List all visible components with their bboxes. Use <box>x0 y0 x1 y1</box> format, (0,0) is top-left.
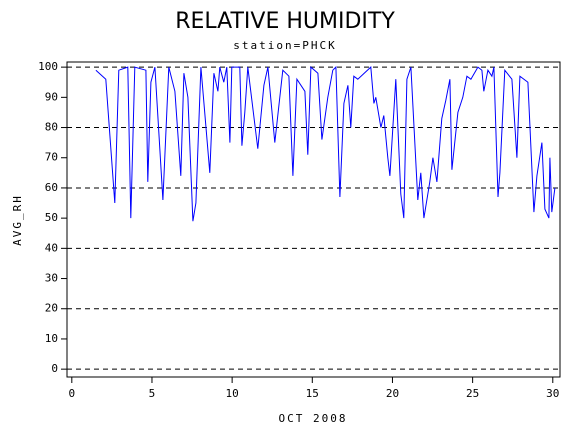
x-tick-label: 5 <box>149 387 156 400</box>
data-line <box>95 65 556 222</box>
x-tick-label: 15 <box>306 387 319 400</box>
y-tick-label: 50 <box>45 211 58 224</box>
y-tick-label: 90 <box>45 90 58 103</box>
y-axis-label: AVG_RH <box>11 194 24 246</box>
y-tick-label: 20 <box>45 302 58 315</box>
y-tick-label: 30 <box>45 272 58 285</box>
chart-title: RELATIVE HUMIDITY <box>175 9 395 34</box>
y-tick-label: 70 <box>45 151 58 164</box>
y-tick-label: 80 <box>45 121 58 134</box>
chart-subtitle: station=PHCK <box>233 39 336 52</box>
y-tick-label: 0 <box>51 362 58 375</box>
plot-frame <box>66 61 561 378</box>
y-tick-label: 60 <box>45 181 58 194</box>
x-axis-label: OCT 2008 <box>279 412 348 425</box>
x-tick-label: 25 <box>466 387 479 400</box>
x-tick-label: 20 <box>386 387 399 400</box>
x-tick-label: 30 <box>546 387 559 400</box>
x-tick-label: 0 <box>68 387 75 400</box>
y-tick-label: 10 <box>45 332 58 345</box>
y-tick-label: 40 <box>45 241 58 254</box>
x-tick-label: 10 <box>226 387 239 400</box>
y-tick-label: 100 <box>38 60 58 73</box>
